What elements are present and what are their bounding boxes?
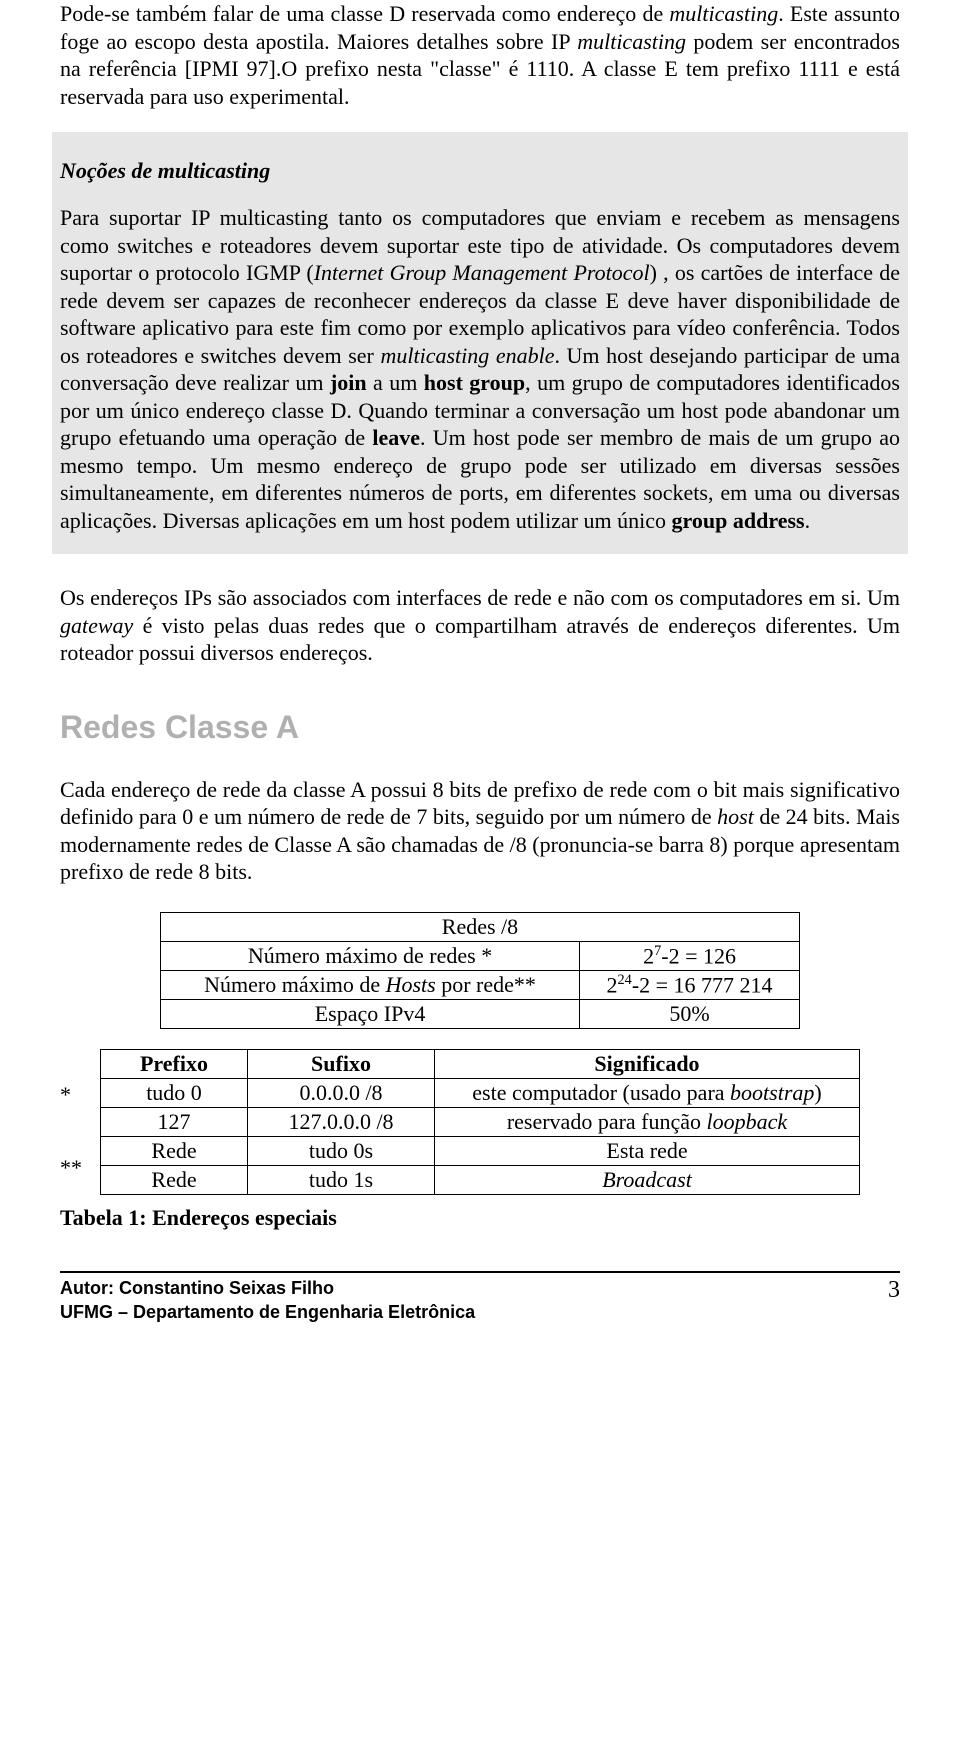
table-header: Redes /8	[161, 912, 800, 941]
table-row: 127 127.0.0.0 /8 reservado para função l…	[101, 1108, 860, 1137]
table-redes-8: Redes /8 Número máximo de redes * 27-2 =…	[160, 912, 800, 1030]
text: 2	[607, 972, 618, 997]
table-cell: Rede	[101, 1166, 248, 1195]
text-italic: Broadcast	[602, 1167, 692, 1192]
text: reservado para função	[507, 1109, 707, 1134]
text-italic: Internet Group Management Protocol	[314, 260, 650, 285]
page-number: 3	[888, 1277, 900, 1304]
table-cell: Número máximo de Hosts por rede**	[161, 970, 580, 999]
table-cell: Rede	[101, 1137, 248, 1166]
footer-author: Autor: Constantino Seixas Filho	[60, 1277, 475, 1300]
table-header: Prefixo	[101, 1050, 248, 1079]
table-caption: Tabela 1: Endereços especiais	[60, 1205, 900, 1231]
footer-dept: UFMG – Departamento de Engenharia Eletrô…	[60, 1301, 475, 1324]
text: .	[805, 508, 811, 533]
callout-title: Noções de multicasting	[60, 158, 900, 184]
table2-wrapper: * ** Prefixo Sufixo Significado tudo 0 0…	[60, 1049, 900, 1195]
section-title: Redes Classe A	[60, 709, 900, 746]
text: a um	[367, 370, 424, 395]
table-cell: Broadcast	[435, 1166, 860, 1195]
text: Esta rede	[606, 1138, 687, 1163]
table-cell: este computador (usado para bootstrap)	[435, 1079, 860, 1108]
text: 24	[618, 972, 632, 988]
after-paragraph: Os endereços IPs são associados com inte…	[60, 584, 900, 667]
table-row: Rede tudo 1s Broadcast	[101, 1166, 860, 1195]
table-cell: reservado para função loopback	[435, 1108, 860, 1137]
table-cell: tudo 0s	[248, 1137, 435, 1166]
text-italic: loopback	[707, 1109, 788, 1134]
page-footer: Autor: Constantino Seixas Filho UFMG – D…	[60, 1271, 900, 1324]
table-row: tudo 0 0.0.0.0 /8 este computador (usado…	[101, 1079, 860, 1108]
text: -2 = 126	[661, 943, 736, 968]
table-cell: Espaço IPv4	[161, 1000, 580, 1029]
footer-left: Autor: Constantino Seixas Filho UFMG – D…	[60, 1277, 475, 1324]
table-cell: 127.0.0.0 /8	[248, 1108, 435, 1137]
text: por rede**	[436, 972, 536, 997]
table-cell: 127	[101, 1108, 248, 1137]
table-cell: Esta rede	[435, 1137, 860, 1166]
text: -2 = 16 777 214	[632, 972, 773, 997]
text-italic: Hosts	[386, 972, 436, 997]
table-cell: 27-2 = 126	[580, 941, 800, 970]
intro-paragraph: Pode-se também falar de uma classe D res…	[60, 0, 900, 110]
class-a-paragraph: Cada endereço de rede da classe A possui…	[60, 776, 900, 886]
text: este computador (usado para	[472, 1080, 730, 1105]
table-header: Significado	[435, 1050, 860, 1079]
text: Os endereços IPs são associados com inte…	[60, 585, 900, 610]
table-cell: tudo 0	[101, 1079, 248, 1108]
table-cell: 50%	[580, 1000, 800, 1029]
text-bold: join	[330, 370, 367, 395]
table-cell: 224-2 = 16 777 214	[580, 970, 800, 999]
text-bold: group address	[672, 508, 805, 533]
callout-paragraph: Para suportar IP multicasting tanto os c…	[60, 204, 900, 534]
table-cell: Número máximo de redes *	[161, 941, 580, 970]
text-italic: host	[717, 804, 754, 829]
text-italic: multicasting	[669, 1, 778, 26]
asterisk-double: **	[60, 1155, 100, 1181]
callout-box: Noções de multicasting Para suportar IP …	[52, 132, 908, 554]
text-italic: bootstrap	[730, 1080, 814, 1105]
text: 2	[643, 943, 654, 968]
text-italic: multicasting enable	[380, 343, 554, 368]
table-cell: tudo 1s	[248, 1166, 435, 1195]
table-enderecos-especiais: Prefixo Sufixo Significado tudo 0 0.0.0.…	[100, 1049, 860, 1195]
table-cell: 0.0.0.0 /8	[248, 1079, 435, 1108]
text: Número máximo de	[204, 972, 385, 997]
text: é visto pelas duas redes que o compartil…	[60, 613, 900, 666]
text: Pode-se também falar de uma classe D res…	[60, 1, 669, 26]
asterisk-column: * **	[60, 1049, 100, 1195]
text-italic: multicasting	[577, 29, 686, 54]
asterisk-single: *	[60, 1082, 100, 1108]
table-row: Rede tudo 0s Esta rede	[101, 1137, 860, 1166]
text: )	[814, 1080, 821, 1105]
text-bold: host group	[424, 370, 525, 395]
table-header: Sufixo	[248, 1050, 435, 1079]
text-italic: gateway	[60, 613, 133, 638]
text-bold: leave	[372, 425, 420, 450]
